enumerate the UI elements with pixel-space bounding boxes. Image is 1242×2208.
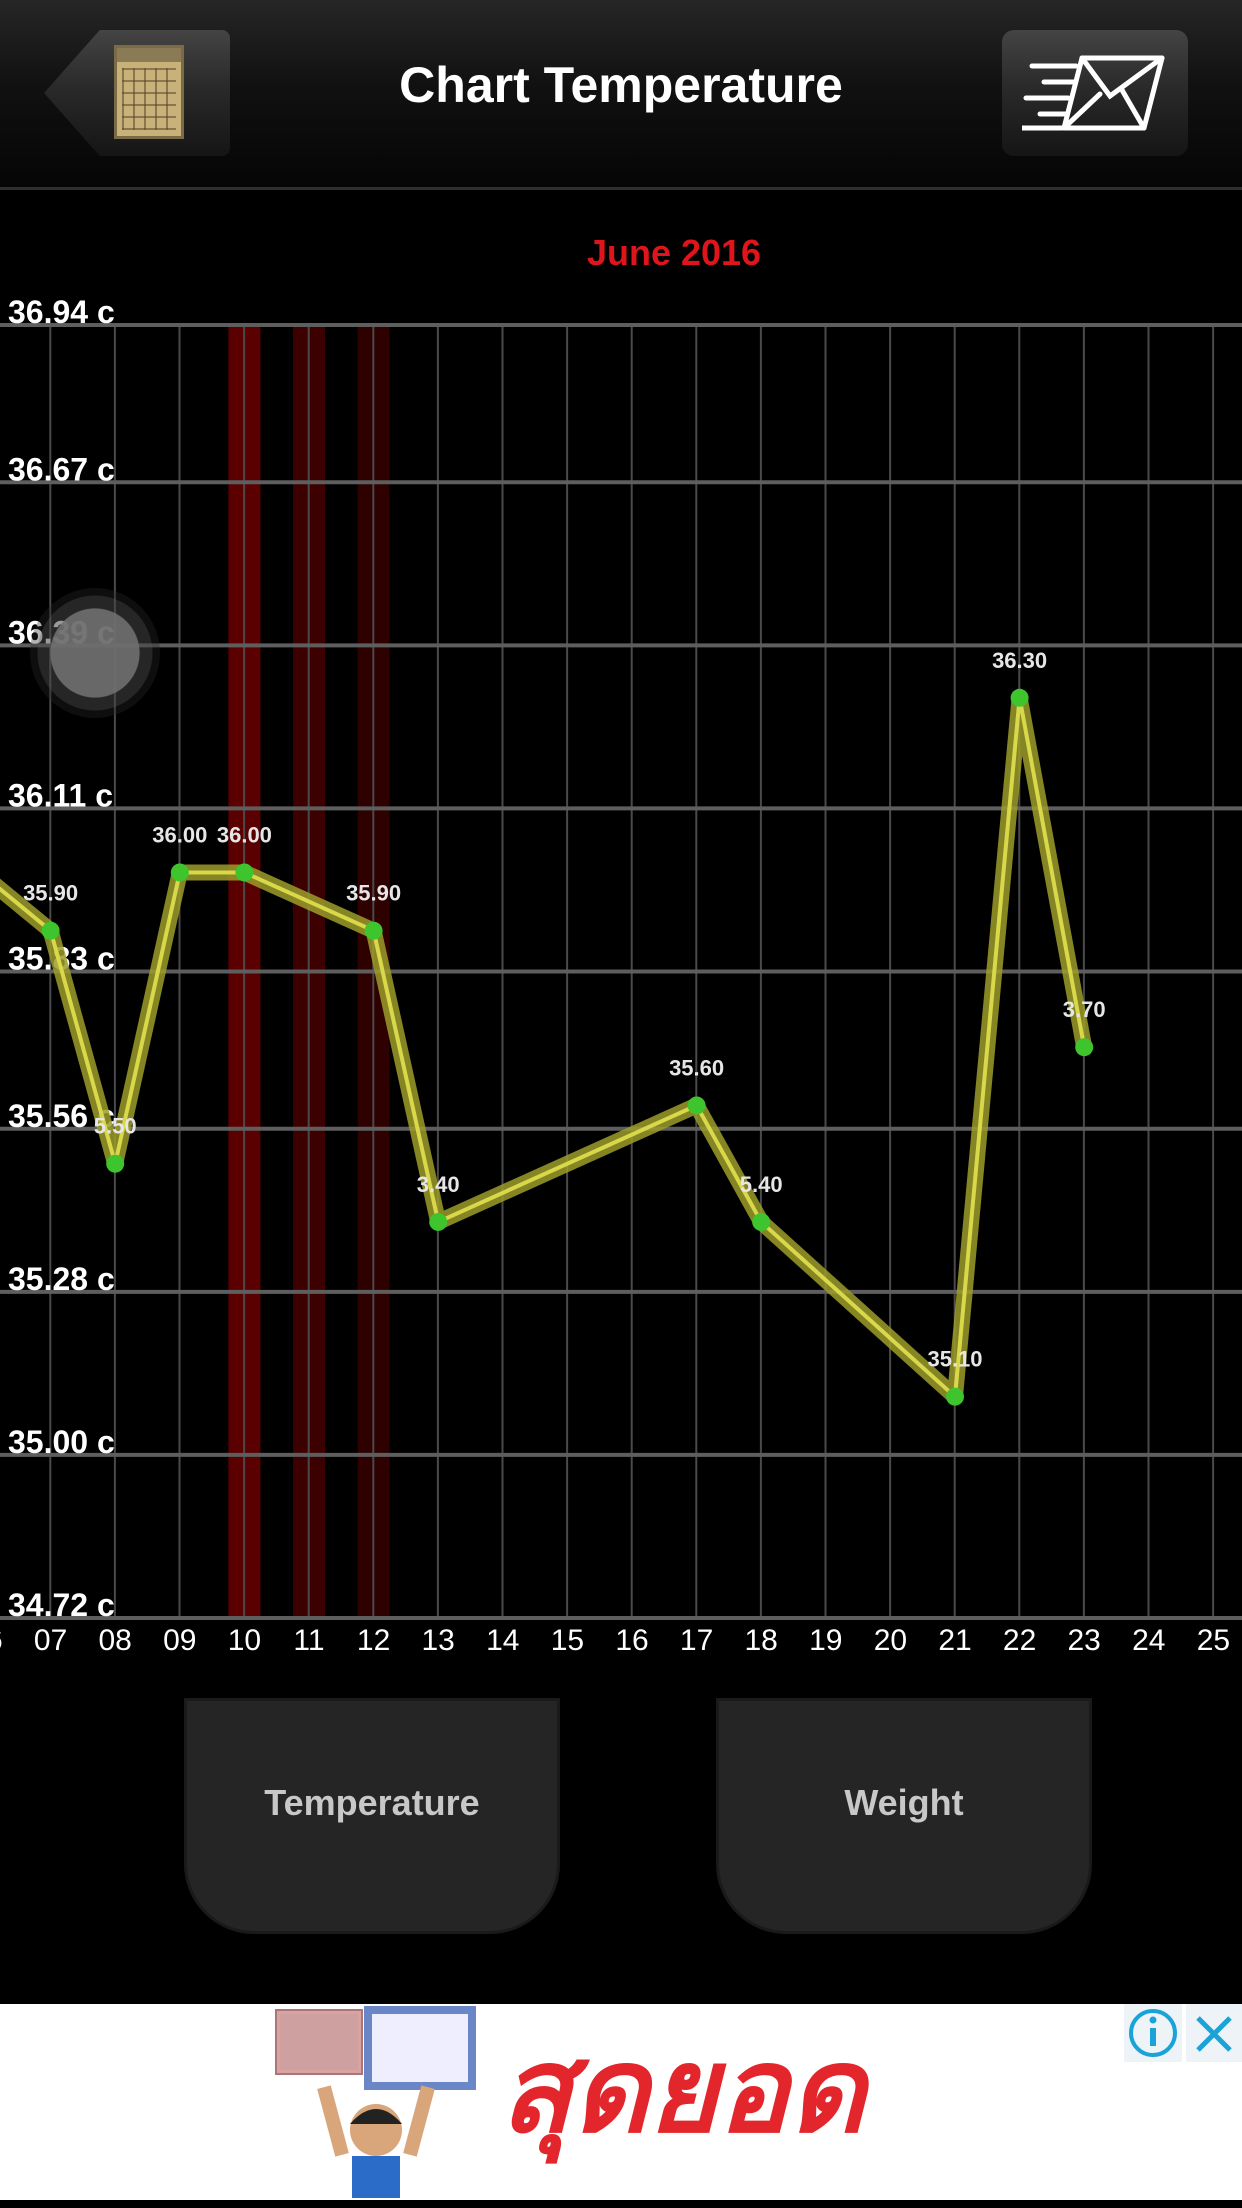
x-tick-label: 12	[357, 1624, 390, 1657]
temperature-tab-button[interactable]: Temperature	[184, 1698, 560, 1934]
send-mail-icon	[1022, 55, 1165, 131]
data-point[interactable]	[364, 921, 383, 940]
data-point[interactable]	[1075, 1038, 1094, 1057]
data-label: 5.40	[740, 1172, 783, 1197]
y-tick-label: 36.94 c	[8, 294, 115, 330]
data-label: 35.90	[23, 881, 78, 906]
data-point[interactable]	[235, 863, 254, 882]
temperature-line	[0, 695, 1087, 1399]
x-tick-label: 16	[615, 1624, 648, 1657]
x-tick-label: 25	[1197, 1624, 1230, 1657]
data-label: 36.00	[152, 822, 207, 847]
temperature-chart[interactable]: 36.94 c36.67 c36.39 c36.11 c35.83 c35.56…	[0, 0, 1242, 1680]
data-point[interactable]	[1010, 688, 1029, 707]
data-point[interactable]	[41, 921, 60, 940]
x-tick-label: 14	[486, 1624, 519, 1657]
x-tick-label: 21	[938, 1624, 971, 1657]
navigation-bar: Chart Temperature	[0, 0, 1242, 190]
x-tick-label: 24	[1132, 1624, 1165, 1657]
data-point[interactable]	[687, 1096, 706, 1115]
data-point[interactable]	[106, 1154, 125, 1173]
x-tick-label: 09	[163, 1624, 196, 1657]
page-title: Chart Temperature	[399, 57, 843, 113]
x-tick-label: 20	[874, 1624, 907, 1657]
x-tick-label: 06	[0, 1624, 3, 1657]
data-label: 3.70	[1063, 997, 1106, 1022]
x-tick-label: 15	[551, 1624, 584, 1657]
x-tick-label: 19	[809, 1624, 842, 1657]
chart-month-title: June 2016	[586, 232, 762, 273]
data-point[interactable]	[946, 1387, 964, 1406]
x-tick-label: 22	[1003, 1624, 1036, 1657]
y-tick-label: 35.00 c	[8, 1424, 115, 1460]
y-tick-label: 34.72 c	[8, 1587, 115, 1623]
x-tick-label: 11	[293, 1624, 324, 1657]
data-point[interactable]	[429, 1212, 448, 1231]
drag-handle-knob[interactable]	[30, 588, 160, 718]
x-tick-label: 13	[422, 1624, 455, 1657]
y-tick-label: 36.67 c	[8, 451, 115, 487]
x-tick-label: 23	[1068, 1624, 1101, 1657]
data-label: 36.30	[992, 648, 1047, 673]
weight-tab-button[interactable]: Weight	[716, 1698, 1092, 1934]
data-point[interactable]	[170, 863, 189, 882]
y-tick-label: 35.28 c	[8, 1261, 115, 1297]
y-tick-label: 36.11 c	[8, 777, 113, 813]
ad-text: สุดยอด	[500, 2025, 866, 2157]
ad-close-icon[interactable]	[1186, 2004, 1242, 2062]
x-tick-label: 08	[99, 1624, 132, 1657]
data-point[interactable]	[752, 1212, 771, 1231]
x-tick-label: 10	[228, 1624, 261, 1657]
ad-banner[interactable]: สุดยอด	[0, 2004, 1242, 2202]
calendar-icon	[114, 45, 184, 139]
x-tick-label: 17	[680, 1624, 713, 1657]
data-label: 35.10	[927, 1347, 982, 1372]
x-tick-label: 18	[745, 1624, 778, 1657]
data-label: 36.00	[217, 822, 272, 847]
send-email-button[interactable]	[1002, 30, 1188, 156]
ad-info-icon[interactable]	[1124, 2004, 1182, 2062]
x-tick-label: 07	[34, 1624, 67, 1657]
data-label: 35.90	[346, 881, 401, 906]
data-label: 35.60	[669, 1055, 724, 1080]
data-label: 3.40	[417, 1172, 460, 1197]
data-label: 5.50	[94, 1114, 137, 1139]
ad-person-image	[275, 2006, 476, 2198]
